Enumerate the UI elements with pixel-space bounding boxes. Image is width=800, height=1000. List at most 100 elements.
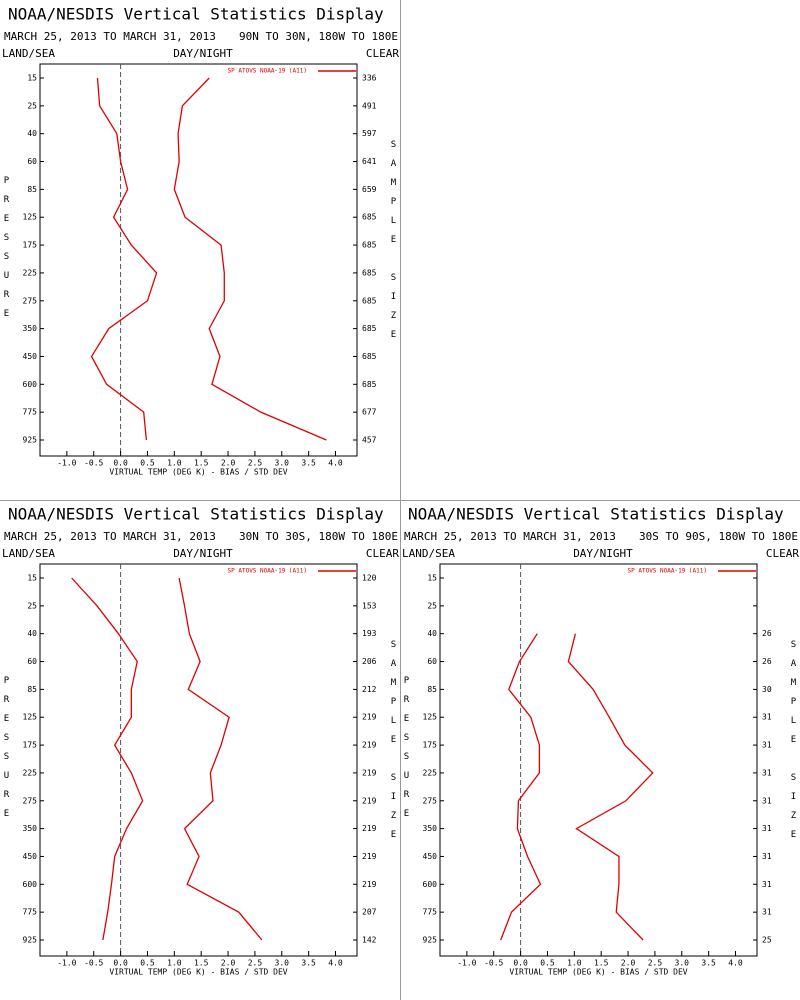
x-axis-title: VIRTUAL TEMP (DEG K) - BIAS / STD DEV <box>109 468 287 477</box>
y-tick-label: 25 <box>27 601 37 610</box>
sample-size: 685 <box>362 352 377 361</box>
y-tick-label: 60 <box>427 657 437 666</box>
y-tick-label: 600 <box>423 880 438 889</box>
series-line <box>71 577 144 941</box>
x-tick-label: -1.0 <box>57 459 76 468</box>
y-tick-label: 225 <box>23 768 38 777</box>
y-tick-label: 600 <box>23 880 38 889</box>
sample-size: 153 <box>362 601 377 610</box>
x-tick-label: 1.5 <box>194 959 209 968</box>
y-tick-label: 450 <box>423 852 438 861</box>
y-tick-label: 225 <box>423 768 438 777</box>
x-axis-title: VIRTUAL TEMP (DEG K) - BIAS / STD DEV <box>109 968 287 977</box>
y-tick-label: 25 <box>427 601 437 610</box>
sample-size: 685 <box>362 296 377 305</box>
y-tick-label: 125 <box>423 713 438 722</box>
y-tick-label: 925 <box>23 936 38 945</box>
x-tick-label: -0.5 <box>84 459 103 468</box>
y-tick-label: 85 <box>27 685 37 694</box>
x-tick-label: 3.5 <box>301 959 316 968</box>
sample-size: 31 <box>762 908 772 917</box>
land-sea: LAND/SEA <box>2 47 55 60</box>
day-night: DAY/NIGHT <box>173 547 233 560</box>
sample-size: 31 <box>762 852 772 861</box>
x-tick-label: 3.0 <box>275 459 290 468</box>
y-tick-label: 15 <box>27 574 37 583</box>
x-tick-label: 1.0 <box>167 959 182 968</box>
x-tick-label: 1.5 <box>594 959 609 968</box>
sample-size: 219 <box>362 852 377 861</box>
x-tick-label: 2.5 <box>648 959 663 968</box>
x-tick-label: 1.5 <box>194 459 209 468</box>
panel-title: NOAA/NESDIS Vertical Statistics Display <box>8 505 384 524</box>
x-tick-label: 4.0 <box>728 959 743 968</box>
sample-size: 685 <box>362 241 377 250</box>
x-axis-title: VIRTUAL TEMP (DEG K) - BIAS / STD DEV <box>509 968 687 977</box>
x-tick-label: 0.0 <box>113 959 128 968</box>
y-tick-label: 40 <box>27 129 37 138</box>
x-tick-label: -0.5 <box>84 959 103 968</box>
y-tick-label: 925 <box>23 436 38 445</box>
y-tick-label: 275 <box>23 296 38 305</box>
land-sea: LAND/SEA <box>2 547 55 560</box>
x-tick-label: 3.0 <box>675 959 690 968</box>
sample-size: 219 <box>362 741 377 750</box>
sample-size: 31 <box>762 796 772 805</box>
sample-size: 641 <box>362 157 377 166</box>
sample-size: 685 <box>362 213 377 222</box>
sample-size: 685 <box>362 324 377 333</box>
x-tick-label: 3.5 <box>301 459 316 468</box>
legend-label: SP ATOVS NOAA-19 (A11) <box>628 568 707 575</box>
sample-size: 491 <box>362 101 377 110</box>
plot-frame <box>39 563 358 957</box>
series-line <box>178 577 263 941</box>
day-night: DAY/NIGHT <box>173 47 233 60</box>
sample-size: 206 <box>362 657 377 666</box>
y-axis-title: PRESSURE <box>2 176 12 328</box>
sample-size: 219 <box>362 880 377 889</box>
y-tick-label: 85 <box>427 685 437 694</box>
y-tick-label: 175 <box>23 741 38 750</box>
y-tick-label: 15 <box>427 574 437 583</box>
series-line <box>90 77 158 441</box>
region: 30S TO 90S, 180W TO 180E <box>639 530 798 543</box>
sample-size: 26 <box>762 629 772 638</box>
x-tick-label: 0.0 <box>113 459 128 468</box>
plot-frame <box>39 63 358 457</box>
y2-axis-title: SAMPLE SIZE <box>789 640 799 849</box>
panel-title: NOAA/NESDIS Vertical Statistics Display <box>8 5 384 24</box>
panel: NOAA/NESDIS Vertical Statistics Display M… <box>2 505 400 977</box>
y-tick-label: 40 <box>427 629 437 638</box>
y-tick-label: 40 <box>27 629 37 638</box>
y-tick-label: 60 <box>27 657 37 666</box>
sample-size: 219 <box>362 796 377 805</box>
sample-size: 219 <box>362 713 377 722</box>
y-tick-label: 600 <box>23 380 38 389</box>
legend-label: SP ATOVS NOAA-19 (A11) <box>228 568 307 575</box>
x-tick-label: 1.0 <box>567 959 582 968</box>
sample-size: 207 <box>362 908 377 917</box>
y-tick-label: 175 <box>423 741 438 750</box>
sample-size: 30 <box>762 685 772 694</box>
clear: CLEAR <box>766 547 799 560</box>
x-tick-label: 3.5 <box>701 959 716 968</box>
y-tick-label: 450 <box>23 352 38 361</box>
y-axis-title: PRESSURE <box>2 676 12 828</box>
y-tick-label: 925 <box>423 936 438 945</box>
sample-size: 212 <box>362 685 377 694</box>
sample-size: 31 <box>762 741 772 750</box>
sample-size: 677 <box>362 408 377 417</box>
x-tick-label: -0.5 <box>484 959 503 968</box>
y-tick-label: 775 <box>23 908 38 917</box>
x-tick-label: 2.0 <box>221 459 236 468</box>
panel-title: NOAA/NESDIS Vertical Statistics Display <box>408 505 784 524</box>
sample-size: 31 <box>762 713 772 722</box>
series-line <box>500 633 542 941</box>
x-tick-label: 0.5 <box>140 459 155 468</box>
sample-size: 597 <box>362 129 377 138</box>
sample-size: 120 <box>362 574 377 583</box>
day-night: DAY/NIGHT <box>573 547 633 560</box>
sample-size: 193 <box>362 629 377 638</box>
date-range: MARCH 25, 2013 TO MARCH 31, 2013 <box>4 30 216 43</box>
